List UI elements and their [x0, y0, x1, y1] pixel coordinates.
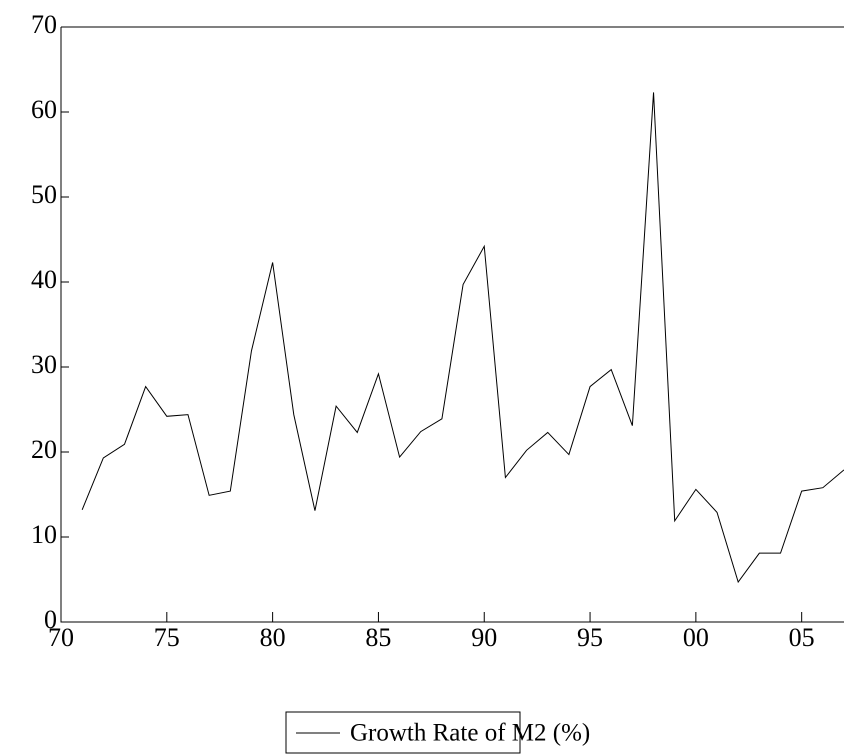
x-tick-label: 85 — [365, 623, 391, 652]
y-tick-label: 50 — [31, 180, 57, 209]
plot-frame — [60, 26, 844, 623]
legend-box — [285, 711, 521, 754]
y-tick-label: 30 — [31, 350, 57, 379]
y-tick-label: 60 — [31, 95, 57, 124]
x-tick-label: 70 — [48, 623, 74, 652]
x-tick-label: 00 — [683, 623, 709, 652]
x-tick-label: 90 — [471, 623, 497, 652]
y-tick-label: 10 — [31, 520, 57, 549]
y-tick-label: 20 — [31, 435, 57, 464]
y-tick-label: 40 — [31, 265, 57, 294]
data-line — [81, 92, 844, 584]
x-tick-label: 80 — [260, 623, 286, 652]
x-tick-label: 05 — [789, 623, 815, 652]
x-tick-label: 75 — [154, 623, 180, 652]
x-tick-label: 95 — [577, 623, 603, 652]
y-tick-label: 70 — [31, 10, 57, 39]
legend-label: Growth Rate of M2 (%) — [350, 720, 590, 747]
legend: Growth Rate of M2 (%) — [285, 711, 590, 754]
y-tick-label: 0 — [44, 605, 57, 634]
